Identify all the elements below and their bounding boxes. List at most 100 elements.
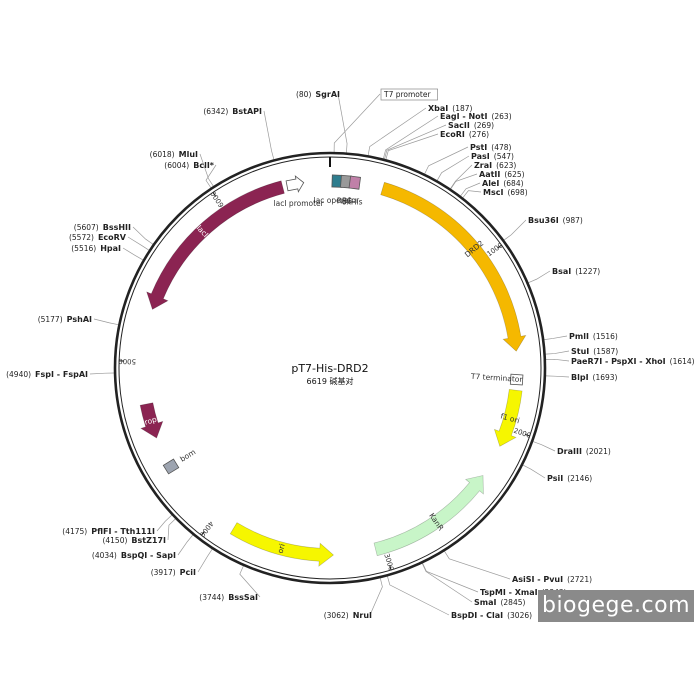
feature-lacI-promoter xyxy=(285,175,305,193)
site-position: (5607) xyxy=(74,223,99,232)
site-leader xyxy=(93,318,119,326)
site-position: (4150) xyxy=(102,536,127,545)
site-name: BsaI xyxy=(552,267,571,276)
site-position: (5177) xyxy=(38,315,63,324)
site-position: (1227) xyxy=(575,267,600,276)
site-position: (1693) xyxy=(593,373,618,382)
site-label: AleI (684) xyxy=(482,179,524,188)
scale-tick-label: 5000 xyxy=(118,357,136,366)
map-title: pT7-His-DRD2 xyxy=(291,362,368,375)
site-label: (4034) BspQI - SapI xyxy=(92,551,176,560)
site-position: (625) xyxy=(504,170,524,179)
site-name: EcoRV xyxy=(98,233,127,242)
site-position: (478) xyxy=(491,143,511,152)
site-position: (2845) xyxy=(500,598,525,607)
site-position: (6342) xyxy=(203,107,228,116)
site-label: AatII (625) xyxy=(479,170,525,179)
site-position: (5572) xyxy=(69,233,94,242)
site-name: PstI xyxy=(470,143,487,152)
site-position: (3062) xyxy=(324,611,349,620)
site-leader xyxy=(544,335,568,340)
site-name: AatII xyxy=(479,170,500,179)
scale-tick-label: 3000 xyxy=(382,553,395,572)
site-position: (269) xyxy=(474,121,494,130)
site-name: BssSaI xyxy=(228,593,258,602)
site-labels: (80) SgrAI T7 promoter XbaI (187)EagI - NotI… xyxy=(6,88,695,620)
site-label: SacII (269) xyxy=(448,121,494,130)
site-leader xyxy=(239,565,261,598)
site-name: MscI xyxy=(483,188,503,197)
scale-tick xyxy=(524,433,530,437)
feature-label-6xHis: 6xHis xyxy=(342,197,363,206)
feature-label-T7-terminator: T7 terminator xyxy=(470,372,524,384)
site-name: BlpI xyxy=(571,373,589,382)
backbone-outer xyxy=(113,151,547,585)
site-name: BssHII xyxy=(103,223,131,232)
site-position: (187) xyxy=(452,104,472,113)
site-label: AsiSI - PvuI (2721) xyxy=(512,575,592,584)
feature-lacI xyxy=(146,180,285,310)
site-name: PshAI xyxy=(67,315,92,324)
scale-tick xyxy=(497,244,502,249)
site-position: (1587) xyxy=(593,347,618,356)
site-label: (4150) BstZ17I xyxy=(102,536,166,545)
site-leader xyxy=(424,146,469,175)
site-label: (6342) BstAPI xyxy=(203,107,262,116)
site-name: Bsu36I xyxy=(528,216,559,225)
site-leader xyxy=(263,110,275,160)
site-position: (276) xyxy=(469,130,489,139)
site-name: TspMI - XmaI xyxy=(480,588,538,597)
scale-tick-label: 4000 xyxy=(198,519,215,538)
site-name: PciI xyxy=(180,568,196,577)
scale-tick xyxy=(389,565,392,571)
site-label: Bsu36I (987) xyxy=(528,216,583,225)
site-name: BspDI - ClaI xyxy=(451,611,503,620)
site-label: ZraI (623) xyxy=(474,161,516,170)
site-position: (3744) xyxy=(199,593,224,602)
site-position: (547) xyxy=(494,152,514,161)
site-name: PaeR7I - PspXI - XhoI xyxy=(571,357,666,366)
site-label: (5572) EcoRV xyxy=(69,233,127,242)
site-leader xyxy=(89,372,115,375)
site-name: DraIII xyxy=(557,447,582,456)
scale-tick xyxy=(200,531,205,536)
site-label: XbaI (187) xyxy=(428,104,473,113)
site-label: EcoRI (276) xyxy=(440,130,489,139)
site-name: AleI xyxy=(482,179,499,188)
site-label: DraIII (2021) xyxy=(557,447,611,456)
site-position: (698) xyxy=(507,188,527,197)
site-label: PsiI (2146) xyxy=(547,474,592,483)
site-position: (2721) xyxy=(567,575,592,584)
site-label: (5177) PshAI xyxy=(38,315,92,324)
site-position: (5516) xyxy=(71,244,96,253)
feature-label-bom: bom xyxy=(178,447,197,463)
site-leader xyxy=(385,133,439,160)
site-position: (1614) xyxy=(670,357,695,366)
site-name: PsiI xyxy=(547,474,563,483)
site-leader xyxy=(450,173,478,190)
site-name: SacII xyxy=(448,121,470,130)
site-label: EagI - NotI (263) xyxy=(440,112,512,121)
feature-DRD2 xyxy=(380,181,527,352)
site-leader xyxy=(197,548,213,573)
site-leader xyxy=(545,350,570,355)
site-name: PmlI xyxy=(569,332,589,341)
site-position: (684) xyxy=(503,179,523,188)
scale-tick-label: 6000 xyxy=(209,189,226,208)
site-position: (1516) xyxy=(593,332,618,341)
site-position: (623) xyxy=(496,161,516,170)
site-name: BclI* xyxy=(193,161,215,170)
site-leader xyxy=(387,576,450,616)
scale-tick xyxy=(212,192,217,197)
feature-6xHis xyxy=(348,175,361,190)
site-label: SmaI (2845) xyxy=(474,598,525,607)
site-label: MscI (698) xyxy=(483,188,528,197)
site-position: (4034) xyxy=(92,551,117,560)
site-leader xyxy=(167,518,176,541)
feature-KanR xyxy=(373,475,484,557)
site-position: (3026) xyxy=(507,611,532,620)
feature-label-RBS: RBS xyxy=(337,197,352,206)
site-name: AsiSI - PvuI xyxy=(512,575,563,584)
site-position: (2021) xyxy=(586,447,611,456)
